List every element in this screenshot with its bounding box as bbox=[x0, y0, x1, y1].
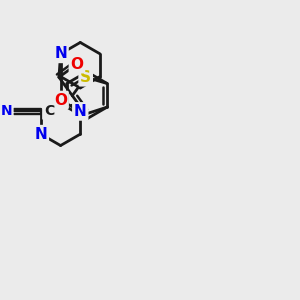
Text: N: N bbox=[34, 127, 47, 142]
Text: O: O bbox=[54, 92, 67, 107]
Text: O: O bbox=[70, 57, 83, 72]
Text: N: N bbox=[54, 46, 67, 61]
Text: S: S bbox=[80, 70, 91, 85]
Text: N: N bbox=[74, 104, 87, 119]
Text: N: N bbox=[0, 104, 12, 118]
Text: C: C bbox=[44, 104, 54, 118]
